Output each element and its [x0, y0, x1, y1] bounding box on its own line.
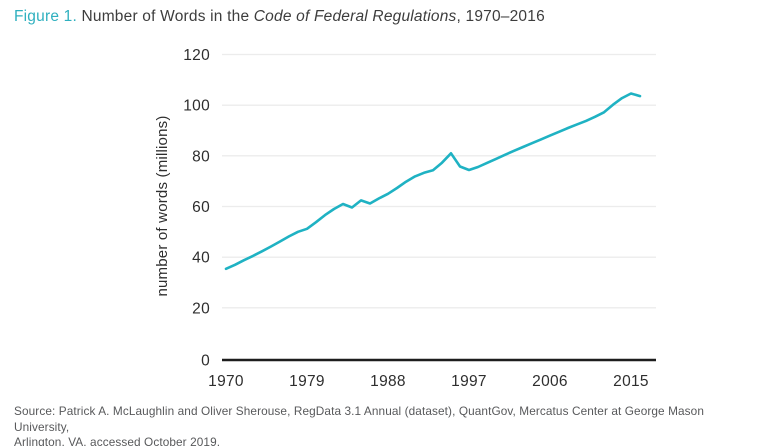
y-tick-label-60: 60 [192, 199, 210, 216]
line-chart: 0 20 40 60 80 100 120 1970 1979 1988 1997 2006 2015 n… [154, 47, 656, 390]
y-tick-label-80: 80 [192, 148, 210, 165]
figure-title-years: , 1970–2016 [456, 8, 545, 25]
y-tick-label-0: 0 [201, 353, 210, 370]
y-tick-label-120: 120 [183, 47, 210, 64]
source-note: Source: Patrick A. McLaughlin and Oliver… [14, 404, 758, 446]
source-line-1: Source: Patrick A. McLaughlin and Oliver… [14, 404, 705, 434]
x-tick-label-1988: 1988 [370, 373, 406, 390]
source-line-2: Arlington, VA, accessed October 2019. [14, 435, 221, 446]
figure-number-label: Figure 1. [14, 8, 77, 25]
x-tick-label-1970: 1970 [208, 373, 244, 390]
figure-title-text: Number of Words in the [76, 8, 254, 25]
x-tick-label-1997: 1997 [451, 373, 487, 390]
x-tick-label-1979: 1979 [289, 373, 325, 390]
figure-title: Figure 1. Number of Words in the Code of… [14, 8, 545, 26]
chart-svg: 0 20 40 60 80 100 120 1970 1979 1988 1997 2006 2015 n… [154, 47, 656, 390]
y-tick-label-40: 40 [192, 250, 210, 267]
y-tick-label-20: 20 [192, 300, 210, 317]
figure-title-italic: Code of Federal Regulations [253, 8, 457, 25]
cfr-word-count-line [224, 92, 642, 271]
x-tick-label-2015: 2015 [613, 373, 649, 390]
x-tick-label-2006: 2006 [532, 373, 568, 390]
y-axis-title: number of words (millions) [154, 115, 171, 296]
y-tick-label-100: 100 [183, 98, 210, 115]
